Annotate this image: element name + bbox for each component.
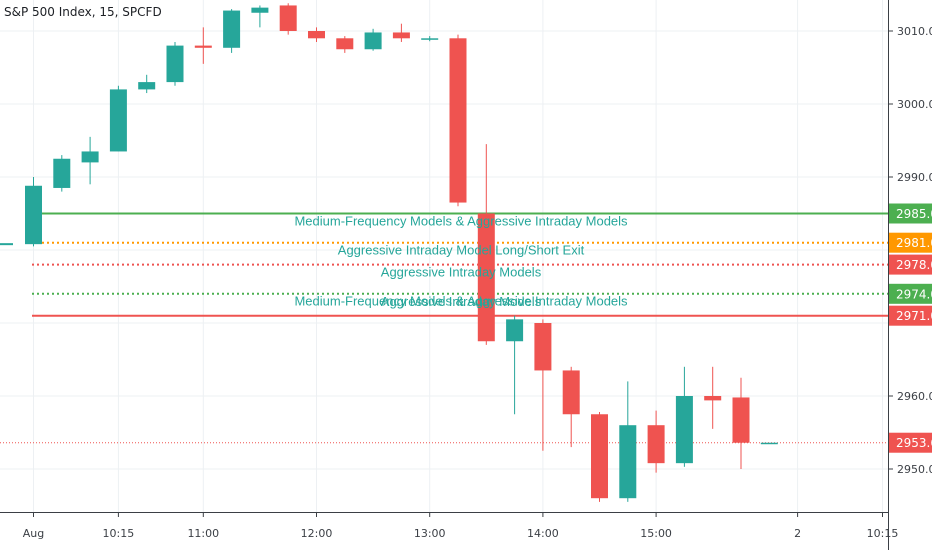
- candle-body: [336, 38, 354, 50]
- candle-body: [562, 370, 580, 415]
- level-labels: Medium-Frequency Models & Aggressive Int…: [294, 214, 628, 309]
- candle-body: [53, 158, 71, 188]
- candle: [251, 5, 269, 28]
- candle: [647, 410, 665, 473]
- x-tick-label: 13:00: [414, 527, 446, 540]
- candle-body: [760, 442, 778, 445]
- x-tick-label: Aug: [23, 527, 44, 540]
- chart-title: S&P 500 Index, 15, SPCFD: [4, 5, 162, 19]
- candle-body: [392, 32, 410, 39]
- candle: [53, 155, 71, 192]
- candle: [421, 36, 439, 42]
- candle: [392, 23, 410, 42]
- candle-body: [166, 45, 184, 83]
- candle-body: [421, 38, 439, 40]
- x-tick-label: 2: [794, 527, 801, 540]
- level-annotation: Aggressive Intraday Model Long/Short Exi…: [338, 243, 585, 258]
- candle: [336, 36, 354, 53]
- candle: [534, 319, 552, 451]
- candle-body: [194, 45, 212, 48]
- candle-body: [223, 10, 241, 48]
- candle-body: [534, 323, 552, 371]
- level-price-badge-text: 2978.0: [896, 258, 932, 272]
- candle-body: [308, 31, 325, 39]
- level-price-badge: 2985.0: [889, 203, 932, 224]
- level-price-badge: 2981.0: [889, 232, 932, 253]
- candle: [562, 366, 580, 448]
- candle: [591, 412, 608, 502]
- candle: [166, 41, 184, 86]
- candle: [449, 34, 467, 207]
- candle: [194, 27, 212, 64]
- candle: [364, 28, 382, 51]
- level-price-badge: 2978.0: [889, 254, 932, 275]
- candle-body: [449, 38, 467, 203]
- level-annotation: Aggressive Intraday Models: [381, 265, 542, 280]
- x-tick-label: 14:00: [527, 527, 559, 540]
- level-price-badge-bg: [889, 305, 932, 326]
- candle: [477, 144, 495, 345]
- candle: [506, 315, 524, 415]
- level-price-badge-text: 2981.0: [896, 236, 932, 250]
- level-price-badge-text: 2985.0: [896, 207, 932, 221]
- candle: [279, 3, 297, 35]
- last-price-badge-text: 2953.6: [896, 436, 932, 450]
- candles: [0, 3, 778, 502]
- candle-body: [251, 7, 269, 13]
- y-tick-label: 3000.0: [897, 98, 932, 111]
- level-price-badge-bg: [889, 232, 932, 253]
- x-tick-label: 10:15: [867, 527, 899, 540]
- x-tick-label: 12:00: [301, 527, 333, 540]
- x-tick-label: 10:15: [103, 527, 135, 540]
- last-price-badge: 2953.6: [889, 432, 932, 453]
- y-tick-label: 2990.0: [897, 171, 932, 184]
- candle-body: [675, 396, 693, 464]
- level-price-badge: 2971.0: [889, 305, 932, 326]
- x-tick-label: 11:00: [187, 527, 219, 540]
- candle-body: [647, 425, 665, 464]
- candle-body: [704, 396, 722, 401]
- candle-body: [81, 151, 99, 163]
- level-lines: [0, 212, 888, 444]
- candle-body: [364, 32, 382, 50]
- y-tick-label: 2960.0: [897, 390, 932, 403]
- y-tick-label: 2950.0: [897, 463, 932, 476]
- candle-body: [138, 82, 156, 90]
- candle-body: [591, 414, 608, 499]
- candle-body: [25, 185, 42, 245]
- x-tick-label: 15:00: [640, 527, 672, 540]
- level-price-badge-bg: [889, 203, 932, 224]
- candle: [223, 9, 241, 53]
- candle-body: [477, 213, 495, 342]
- last-price-badge-bg: [889, 432, 932, 453]
- candle-body: [109, 89, 127, 152]
- candle: [308, 27, 325, 42]
- level-price-badge-text: 2971.0: [896, 309, 932, 323]
- candle-body: [506, 319, 524, 342]
- candle-body: [279, 5, 297, 31]
- level-annotation: Medium-Frequency Models & Aggressive Int…: [294, 294, 628, 309]
- candle: [81, 136, 99, 185]
- level-price-badge-text: 2974.0: [896, 287, 932, 301]
- level-price-badge-bg: [889, 254, 932, 275]
- candle: [109, 85, 127, 152]
- level-annotation: Medium-Frequency Models & Aggressive Int…: [294, 214, 628, 229]
- level-price-badge-bg: [889, 283, 932, 304]
- y-tick-label: 3010.0: [897, 25, 932, 38]
- candle: [704, 366, 722, 429]
- candle-body: [619, 425, 637, 499]
- level-annotation: Aggressive Intraday Models: [381, 294, 542, 309]
- candle: [675, 366, 693, 467]
- candle-body: [732, 397, 750, 443]
- candle: [138, 74, 156, 94]
- candle: [760, 442, 778, 445]
- candle: [25, 177, 42, 247]
- level-price-badge: 2974.0: [889, 283, 932, 304]
- candle: [619, 381, 637, 502]
- candle: [732, 377, 750, 469]
